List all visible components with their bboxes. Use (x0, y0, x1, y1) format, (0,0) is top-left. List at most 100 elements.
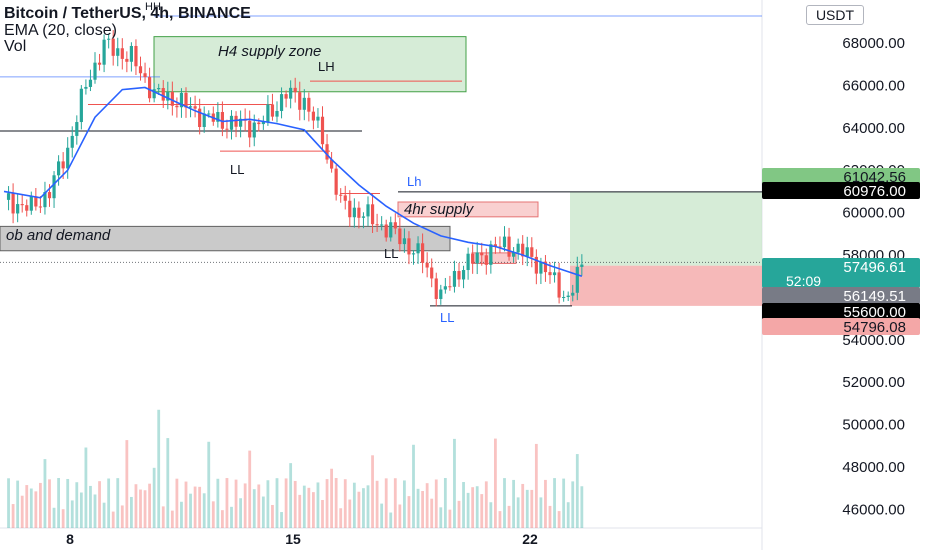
demand-zone-rect (0, 225, 451, 252)
volume-bar (453, 438, 456, 528)
target-zone-rect (570, 191, 762, 266)
candle-body (484, 255, 488, 265)
candle-body (11, 193, 15, 214)
candle-body (539, 261, 543, 274)
candle-body (334, 168, 338, 195)
volume-bar (562, 478, 566, 528)
volume-bar (120, 505, 124, 528)
candle-body (366, 204, 370, 217)
candle-body (25, 205, 29, 211)
volume-bar (462, 482, 465, 528)
volume-bar (507, 505, 511, 528)
ll-label-1: LL (230, 162, 244, 177)
volume-bar (175, 478, 179, 528)
price-axis: 68000.0066000.0064000.0062000.0060000.00… (66, 35, 905, 547)
candle-body (79, 88, 83, 123)
candle-body (234, 115, 238, 127)
candle-body (330, 159, 334, 169)
volume-bar (307, 487, 311, 528)
volume-bar (189, 493, 192, 528)
candle-body (61, 161, 65, 169)
volume-bar (252, 489, 256, 528)
candle-body (179, 92, 184, 108)
candle-body (148, 77, 152, 99)
price-tick-label: 64000.00 (842, 120, 905, 137)
volume-bar (357, 491, 361, 528)
volume-bar (380, 503, 384, 528)
candle-body (120, 48, 124, 59)
candle-body (311, 111, 315, 121)
currency-selector[interactable]: USDT (806, 5, 864, 25)
candle-body (352, 207, 356, 218)
candle-body (302, 97, 306, 110)
volume-bar (75, 482, 79, 528)
candle-body (430, 267, 434, 279)
candle-body (52, 175, 56, 199)
candle-body (466, 253, 470, 271)
candle-body (102, 39, 106, 65)
volume-bar (143, 490, 147, 528)
volume-bar (557, 511, 561, 528)
volume-bar (216, 478, 220, 528)
volume-bar (498, 511, 502, 528)
volume-bar (284, 478, 288, 528)
volume-bar (43, 459, 47, 528)
candle-body (97, 62, 102, 65)
volume-bar (503, 478, 506, 528)
volume-bar (148, 483, 151, 528)
price-badge-text-ema_value: 56149.51 (843, 288, 906, 305)
volume-bar (202, 493, 206, 528)
chart-title: Bitcoin / TetherUS, 4h, BINANCE (4, 5, 251, 22)
candle-body (138, 66, 143, 74)
volume-bar (257, 484, 261, 528)
candle-body (407, 238, 411, 255)
volume-bar (280, 512, 283, 528)
volume-bar (57, 478, 60, 528)
volume-bar (84, 447, 88, 528)
price-tick-label: 60000.00 (842, 205, 905, 222)
price-badge-text-level: 55600.00 (843, 304, 906, 321)
volume-bar (544, 479, 547, 528)
volume-bar (434, 479, 438, 528)
price-tick-label: 54000.00 (842, 332, 905, 349)
candle-body (107, 38, 111, 40)
volume-bar (521, 483, 525, 528)
volume-bar (416, 488, 420, 528)
volume-bar (170, 510, 174, 528)
volume-bar (534, 443, 538, 528)
volume-bar (134, 484, 138, 528)
volume-bar (193, 486, 197, 528)
volume-bar (430, 498, 434, 528)
volume-bar (243, 483, 247, 528)
candle-body (525, 247, 529, 257)
candle-body (389, 222, 393, 238)
candle-body (375, 224, 379, 226)
candle-body (530, 247, 534, 257)
candle-body (512, 252, 516, 257)
candle-body (502, 236, 507, 248)
candle-body (480, 252, 484, 256)
candle-body (416, 243, 420, 254)
volume-bar (525, 489, 529, 528)
candle-body (566, 295, 570, 297)
candle-body (461, 270, 466, 280)
hh-label: HH (145, 1, 161, 13)
candle-body (507, 236, 511, 257)
supply-zone-label: H4 supply zone (218, 43, 321, 60)
volume-indicator-label[interactable]: Vol (4, 38, 27, 55)
candle-body (557, 272, 561, 298)
candle-body (552, 272, 557, 276)
candle-body (543, 261, 548, 273)
volume-bar (393, 478, 397, 528)
volume-bar (412, 444, 415, 528)
candle-body (43, 192, 47, 208)
candle-body (316, 116, 320, 121)
ema-indicator-label[interactable]: EMA (20, close) (4, 22, 117, 39)
volume-bar (407, 496, 411, 528)
candle-body (166, 91, 170, 101)
volume-bar (25, 485, 29, 528)
candle-body (384, 224, 388, 238)
price-badge-text-entry_line: 60976.00 (843, 183, 906, 200)
